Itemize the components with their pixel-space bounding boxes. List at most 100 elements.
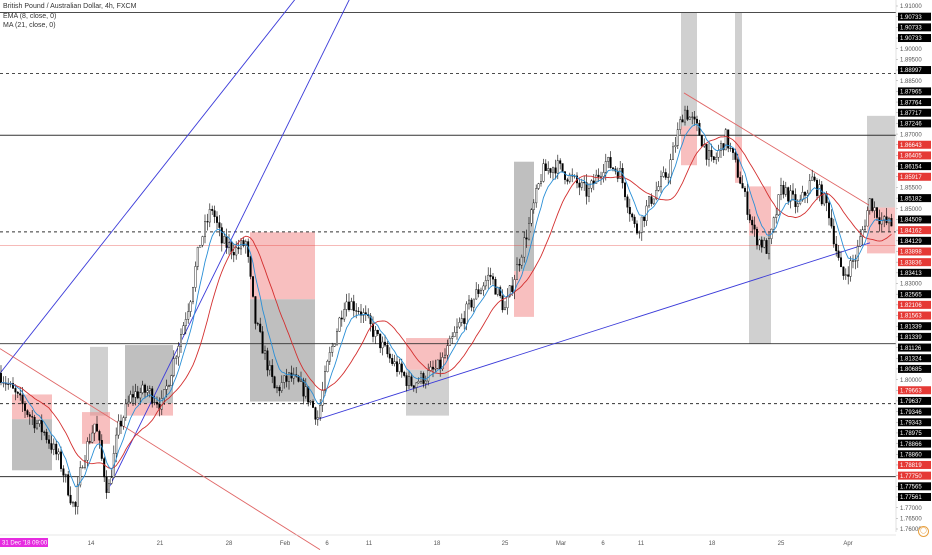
- candle-body: [871, 198, 874, 211]
- zone-gray_dark-0[interactable]: [12, 419, 52, 471]
- price-label-text: 1.82565: [900, 292, 922, 298]
- candle-body: [660, 176, 663, 187]
- candle-body: [487, 274, 490, 281]
- candle-body: [765, 240, 768, 254]
- price-label-bg: [898, 332, 931, 341]
- candle-body: [465, 303, 468, 324]
- candle-body: [415, 382, 418, 388]
- trendline-blue-1[interactable]: [107, 0, 365, 490]
- price-label-text: 1.86154: [900, 164, 922, 170]
- candle-body: [758, 239, 761, 246]
- price-label: 1.89500: [896, 58, 922, 64]
- candle-body: [852, 260, 855, 262]
- candle-body: [686, 109, 689, 120]
- zone-gray-14[interactable]: [735, 12, 742, 138]
- candle-body: [62, 468, 65, 476]
- candle-body: [463, 318, 466, 324]
- price-label-text: 1.77750: [900, 474, 922, 480]
- price-label: 1.78866: [896, 439, 931, 448]
- candle-body: [36, 423, 39, 429]
- zone-red-5[interactable]: [125, 403, 173, 416]
- candle-body: [511, 285, 514, 292]
- candle-body: [285, 375, 288, 382]
- candle-body: [801, 192, 804, 201]
- candle-body: [251, 276, 254, 297]
- price-label: 1.81563: [896, 311, 931, 320]
- price-label: 1.85500: [896, 186, 922, 192]
- zone-red-19[interactable]: [867, 207, 895, 254]
- candle-body: [859, 236, 862, 247]
- trendline-red-3[interactable]: [0, 348, 321, 551]
- candle-body: [828, 202, 831, 219]
- price-label-bg: [898, 311, 931, 320]
- time-tick-label: Feb: [280, 541, 291, 547]
- price-label: 1.81339: [896, 332, 931, 341]
- candle-body: [655, 190, 658, 200]
- price-label: 1.90733: [896, 34, 931, 42]
- candle-body: [549, 168, 552, 173]
- time-tick-label: Mar: [556, 541, 566, 547]
- zone-red-6[interactable]: [250, 232, 315, 300]
- candle-body: [256, 323, 259, 325]
- candle-body: [201, 236, 204, 246]
- ma-line[interactable]: [0, 135, 892, 469]
- candle-body: [530, 209, 533, 224]
- settings-icon[interactable]: ◯: [918, 526, 929, 537]
- candle-body: [542, 163, 545, 182]
- price-label-text: 1.79343: [900, 420, 922, 426]
- candle-body: [324, 371, 327, 391]
- candle-body: [446, 345, 449, 356]
- zone-gray-12[interactable]: [681, 12, 697, 127]
- price-label: 1.90000: [896, 47, 922, 53]
- candle-body: [772, 217, 775, 230]
- zone-gray-17[interactable]: [749, 235, 771, 344]
- candle-body: [715, 156, 718, 160]
- time-tick-label: 18: [434, 541, 441, 547]
- candle-body: [756, 228, 759, 246]
- candle-body: [244, 241, 247, 246]
- candle-body: [866, 210, 869, 227]
- zone-red-11[interactable]: [514, 271, 534, 317]
- candle-body: [381, 341, 384, 349]
- candle-body: [624, 182, 627, 198]
- price-label: 1.79343: [896, 418, 931, 426]
- price-label: 1.90733: [896, 12, 931, 21]
- price-label: 1.78860: [896, 450, 931, 458]
- candle-body: [139, 392, 142, 399]
- candle-body: [520, 256, 523, 266]
- price-label: 1.77000: [896, 506, 922, 512]
- zone-red-13[interactable]: [681, 126, 697, 166]
- candle-body: [784, 187, 787, 195]
- candle-body: [470, 299, 473, 308]
- candle-body: [506, 295, 509, 309]
- price-label-text: 1.80685: [900, 367, 922, 373]
- candle-body: [71, 501, 74, 504]
- candle-body: [472, 298, 475, 308]
- candle-body: [268, 365, 271, 371]
- candle-body: [336, 331, 339, 345]
- candle-body: [856, 246, 859, 261]
- candle-body: [816, 180, 819, 196]
- price-label: 1.79346: [896, 407, 931, 416]
- candle-body: [26, 410, 29, 415]
- time-tick-label: Apr: [843, 541, 852, 547]
- zone-gray-2[interactable]: [90, 346, 108, 416]
- price-label-text: 1.87965: [900, 90, 922, 96]
- price-label: 1.83413: [896, 268, 931, 277]
- trendline-blue-0[interactable]: [0, 0, 320, 374]
- candle-body: [552, 167, 555, 173]
- trendline-red-4[interactable]: [683, 92, 871, 207]
- candle-body: [739, 177, 742, 184]
- ema-line[interactable]: [0, 123, 892, 488]
- candle-body: [167, 385, 170, 387]
- candle-body: [328, 352, 331, 362]
- candle-body: [187, 311, 190, 320]
- zone-gray_dark-10[interactable]: [514, 161, 534, 272]
- candle-body: [288, 372, 291, 382]
- zone-gray-18[interactable]: [867, 115, 895, 208]
- trendline-blue-2[interactable]: [317, 242, 871, 420]
- candle-body: [11, 383, 14, 389]
- candle-body: [141, 384, 144, 393]
